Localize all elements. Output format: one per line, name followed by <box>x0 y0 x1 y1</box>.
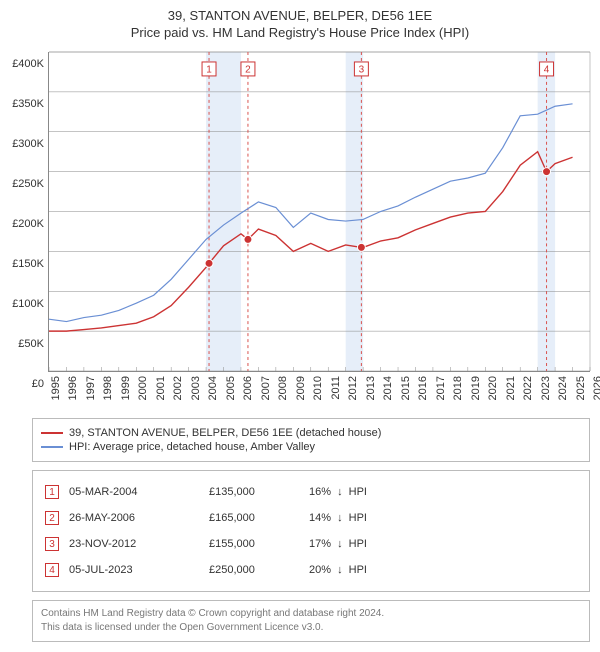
x-tick-label: 2019 <box>470 376 482 400</box>
legend-label-red: 39, STANTON AVENUE, BELPER, DE56 1EE (de… <box>69 427 381 439</box>
x-tick-label: 1999 <box>120 376 132 400</box>
title-subtitle: Price paid vs. HM Land Registry's House … <box>0 25 600 40</box>
svg-text:1: 1 <box>206 65 212 76</box>
x-tick-label: 2000 <box>137 376 149 400</box>
x-tick-label: 2026 <box>592 376 600 400</box>
x-tick-label: 1995 <box>50 376 62 400</box>
sales-row: 2 26-MAY-2006£165,00014% ↓ HPI <box>41 505 581 531</box>
x-tick-label: 2023 <box>540 376 552 400</box>
footer-line1: Contains HM Land Registry data © Crown c… <box>41 607 581 621</box>
sales-table: 1 05-MAR-2004£135,00016% ↓ HPI 2 26-MAY-200… <box>32 470 590 592</box>
x-tick-label: 1998 <box>102 376 114 400</box>
y-tick-label: £250K <box>12 178 44 190</box>
sale-price: £155,000 <box>209 538 309 550</box>
sale-date: 23-NOV-2012 <box>69 538 209 550</box>
sale-vs-hpi: 14% ↓ HPI <box>309 512 581 524</box>
x-tick-label: 2022 <box>522 376 534 400</box>
sale-vs-hpi: 20% ↓ HPI <box>309 564 581 576</box>
svg-text:3: 3 <box>359 65 365 76</box>
x-tick-label: 2003 <box>190 376 202 400</box>
y-tick-label: £400K <box>12 58 44 70</box>
x-tick-label: 2024 <box>557 376 569 400</box>
x-tick-label: 2008 <box>277 376 289 400</box>
x-tick-label: 2002 <box>172 376 184 400</box>
legend-row-red: 39, STANTON AVENUE, BELPER, DE56 1EE (de… <box>41 427 581 439</box>
legend: 39, STANTON AVENUE, BELPER, DE56 1EE (de… <box>32 418 590 462</box>
y-tick-label: £50K <box>18 338 44 350</box>
plot-container: £0£50K£100K£150K£200K£250K£300K£350K£400… <box>0 52 600 372</box>
sale-date: 26-MAY-2006 <box>69 512 209 524</box>
chart-container: 39, STANTON AVENUE, BELPER, DE56 1EE Pri… <box>0 0 600 642</box>
sale-marker: 4 <box>45 563 59 577</box>
footer-line2: This data is licensed under the Open Gov… <box>41 621 581 635</box>
svg-text:4: 4 <box>544 65 550 76</box>
x-tick-label: 2007 <box>260 376 272 400</box>
x-tick-label: 2025 <box>575 376 587 400</box>
x-tick-label: 2011 <box>330 376 342 400</box>
x-tick-label: 2016 <box>417 376 429 400</box>
y-tick-label: £100K <box>12 298 44 310</box>
plot-area: 1 2 3 4 <box>48 52 590 372</box>
sale-vs-hpi: 16% ↓ HPI <box>309 486 581 498</box>
sales-row: 3 23-NOV-2012£155,00017% ↓ HPI <box>41 531 581 557</box>
sale-price: £165,000 <box>209 512 309 524</box>
sale-vs-hpi: 17% ↓ HPI <box>309 538 581 550</box>
x-tick-label: 2018 <box>452 376 464 400</box>
x-tick-label: 2001 <box>155 376 167 400</box>
x-tick-label: 2014 <box>382 376 394 400</box>
x-axis: 1995 1996 1997 1998 1999 2000 2001 2002 2003 2004… <box>48 376 590 410</box>
sale-marker: 2 <box>45 511 59 525</box>
title-address: 39, STANTON AVENUE, BELPER, DE56 1EE <box>0 8 600 23</box>
x-tick-label: 1997 <box>85 376 97 400</box>
x-tick-label: 2004 <box>207 376 219 400</box>
footer: Contains HM Land Registry data © Crown c… <box>32 600 590 642</box>
y-tick-label: £300K <box>12 138 44 150</box>
y-tick-label: £0 <box>32 378 44 390</box>
x-tick-label: 2005 <box>225 376 237 400</box>
x-tick-label: 2013 <box>365 376 377 400</box>
x-tick-label: 2015 <box>400 376 412 400</box>
sales-row: 4 05-JUL-2023£250,00020% ↓ HPI <box>41 557 581 583</box>
legend-label-blue: HPI: Average price, detached house, Ambe… <box>69 441 315 453</box>
svg-text:2: 2 <box>245 65 251 76</box>
x-tick-label: 2006 <box>242 376 254 400</box>
x-tick-label: 2012 <box>347 376 359 400</box>
sales-row: 1 05-MAR-2004£135,00016% ↓ HPI <box>41 479 581 505</box>
sale-price: £250,000 <box>209 564 309 576</box>
legend-row-blue: HPI: Average price, detached house, Ambe… <box>41 441 581 453</box>
legend-swatch-blue <box>41 446 63 448</box>
x-tick-label: 2017 <box>435 376 447 400</box>
y-tick-label: £350K <box>12 98 44 110</box>
y-tick-label: £150K <box>12 258 44 270</box>
sale-marker: 1 <box>45 485 59 499</box>
y-tick-label: £200K <box>12 218 44 230</box>
sale-marker: 3 <box>45 537 59 551</box>
x-tick-label: 2021 <box>505 376 517 400</box>
x-tick-label: 2009 <box>295 376 307 400</box>
plot-svg: 1 2 3 4 <box>49 52 590 371</box>
sale-date: 05-MAR-2004 <box>69 486 209 498</box>
legend-swatch-red <box>41 432 63 434</box>
sale-date: 05-JUL-2023 <box>69 564 209 576</box>
sale-price: £135,000 <box>209 486 309 498</box>
x-tick-label: 2010 <box>312 376 324 400</box>
chart-titles: 39, STANTON AVENUE, BELPER, DE56 1EE Pri… <box>0 0 600 40</box>
x-tick-label: 1996 <box>67 376 79 400</box>
x-tick-label: 2020 <box>487 376 499 400</box>
